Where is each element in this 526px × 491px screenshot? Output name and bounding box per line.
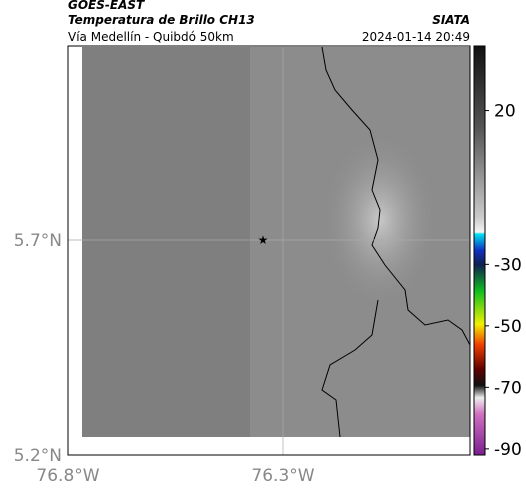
colorbar-tick-label: 20: [494, 102, 516, 122]
border: [321, 46, 471, 346]
colorbar-tick-label: -30: [494, 255, 522, 275]
datetime: 2024-01-14 20:49: [362, 30, 470, 44]
bright-region: [320, 130, 440, 310]
lon-label: 76.3°W: [251, 466, 314, 486]
subtitle: Vía Medellín - Quibdó 50km: [68, 30, 234, 44]
border: [321, 299, 379, 438]
lat-label: 5.2°N: [14, 446, 62, 466]
title: Temperatura de Brillo CH13: [68, 13, 255, 27]
source: GOES-EAST: [68, 0, 145, 12]
colorbar-tick-label: -70: [494, 378, 522, 398]
lon-label: 76.8°W: [36, 466, 99, 486]
colorbar: [473, 45, 486, 456]
org: SIATA: [432, 13, 470, 27]
lat-label: 5.7°N: [14, 231, 62, 251]
location-star: ★: [258, 233, 269, 247]
map-frame: [67, 45, 471, 456]
colorbar-tick-label: -90: [494, 440, 522, 460]
colorbar-tick-label: -50: [494, 317, 522, 337]
